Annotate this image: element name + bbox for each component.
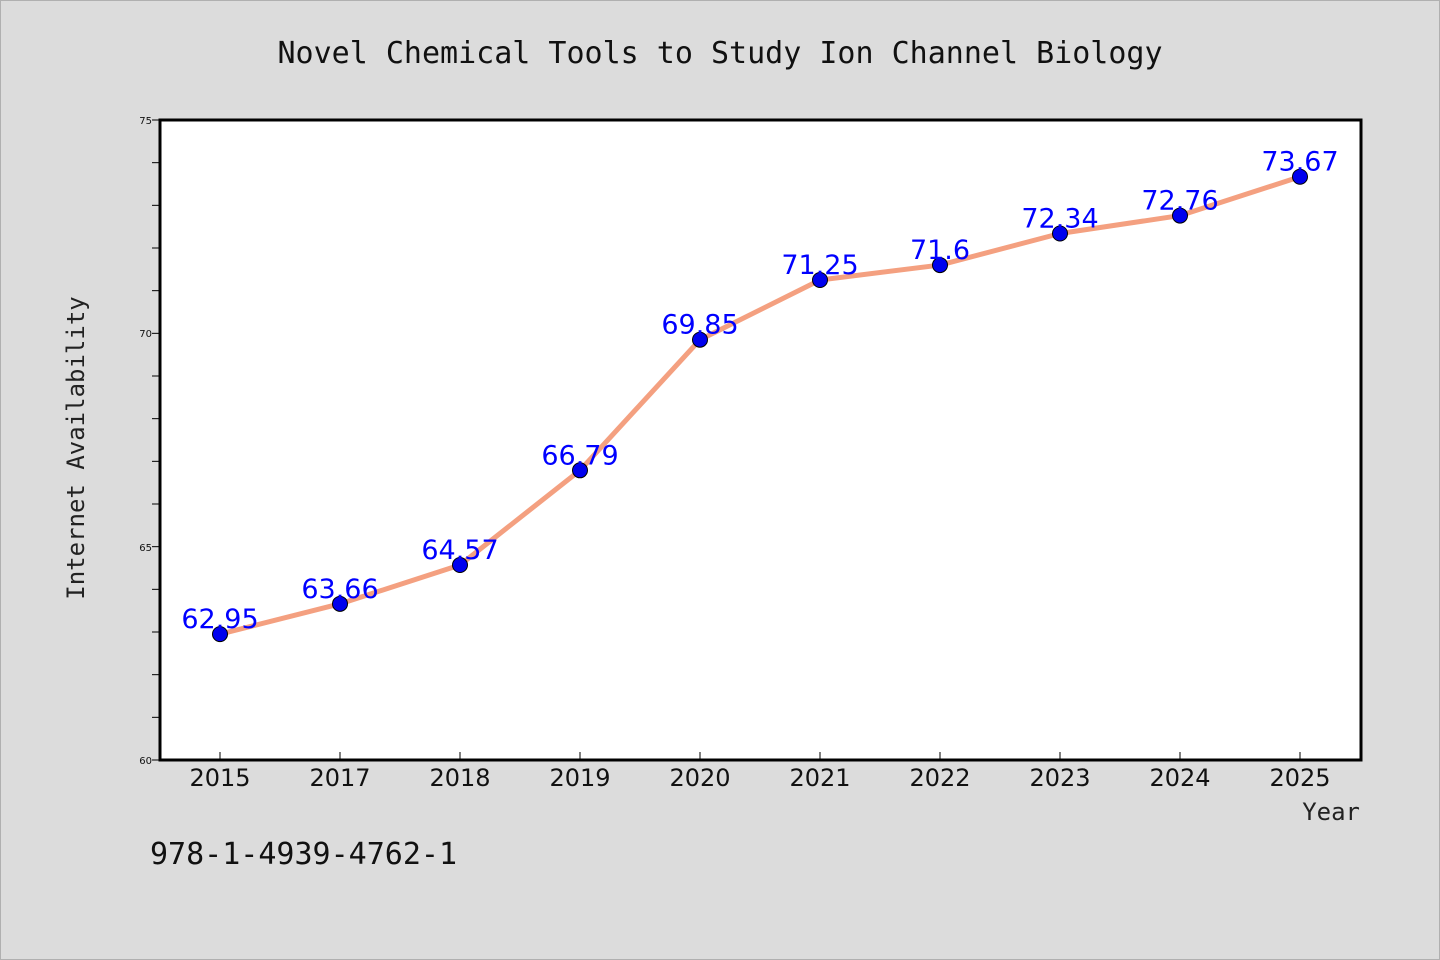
data-labels: 62.95 63.66 64.57 66.79 69.85 71.25 71.6 72.34 7…	[181, 147, 1338, 635]
x-tick-label-2025: 2025	[1269, 764, 1330, 792]
data-label-2024: 72.76	[1141, 186, 1218, 217]
series-line	[217, 174, 1303, 637]
x-tick-label-2021: 2021	[789, 764, 850, 792]
data-label-2020: 69.85	[661, 310, 738, 341]
y-tick-label-65: 65	[139, 543, 152, 554]
plot-area	[158, 118, 1363, 762]
data-point-2021	[812, 272, 828, 288]
data-label-2021: 71.25	[781, 250, 858, 281]
data-label-2019: 66.79	[541, 440, 618, 471]
x-tick-label-2022: 2022	[909, 764, 970, 792]
x-axis-ticks: 2015 2017 2018 2019 2020 2021 2022 2023 2024 2025	[189, 752, 1331, 792]
data-point-2015	[212, 626, 228, 643]
series-line-group	[217, 174, 1303, 637]
y-tick-label-75: 75	[139, 116, 152, 127]
data-point-2019	[572, 462, 588, 479]
data-label-2018: 64.57	[421, 535, 498, 566]
x-tick-label-2015: 2015	[189, 764, 250, 792]
x-tick-label-2019: 2019	[549, 764, 610, 792]
data-label-2017: 63.66	[301, 574, 378, 605]
data-label-2025: 73.67	[1261, 147, 1338, 178]
data-point-2022	[932, 257, 948, 274]
x-tick-label-2017: 2017	[309, 764, 370, 792]
footer-isbn: 978-1-4939-4762-1	[150, 837, 457, 872]
x-tick-label-2020: 2020	[669, 764, 730, 792]
y-axis-label: Internet Availability	[62, 296, 90, 599]
x-axis-label: Year	[1302, 798, 1360, 826]
data-point-2023	[1052, 225, 1068, 242]
x-tick-label-2018: 2018	[429, 764, 490, 792]
y-tick-label-60: 60	[139, 756, 152, 767]
data-label-2023: 72.34	[1021, 203, 1098, 234]
series-markers	[212, 168, 1308, 643]
data-label-2015: 62.95	[181, 604, 258, 635]
chart-title: Novel Chemical Tools to Study Ion Channe…	[277, 36, 1162, 71]
data-point-2018	[452, 557, 468, 574]
x-tick-label-2023: 2023	[1029, 764, 1090, 792]
data-label-2022: 71.6	[910, 235, 970, 266]
data-point-2020	[692, 331, 708, 348]
data-point-2024	[1172, 207, 1188, 224]
y-axis-ticks	[152, 119, 160, 761]
data-point-2025	[1292, 168, 1308, 185]
y-tick-label-70: 70	[139, 329, 152, 340]
x-tick-label-2024: 2024	[1149, 764, 1210, 792]
data-point-2017	[332, 595, 348, 612]
